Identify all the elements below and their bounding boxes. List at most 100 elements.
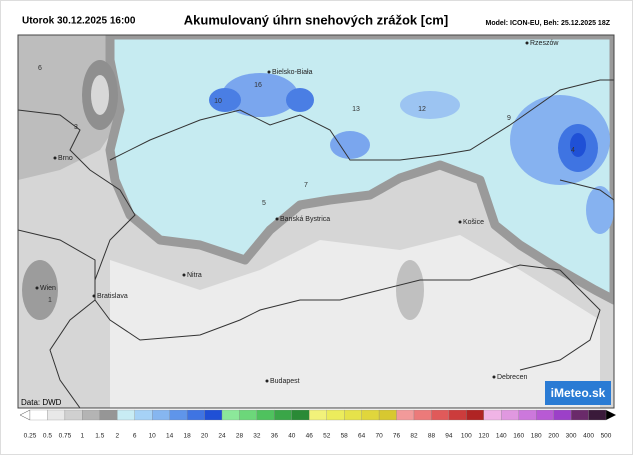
legend-swatch — [186, 409, 205, 421]
legend-label: 58 — [341, 433, 349, 440]
map-value: 13 — [352, 106, 360, 113]
legend-label: 500 — [601, 433, 612, 440]
legend-label: 120 — [478, 433, 489, 440]
legend-label: 64 — [358, 433, 366, 440]
map-value: 9 — [507, 115, 511, 122]
city-label: Debrecen — [497, 374, 527, 381]
legend-swatch — [483, 409, 502, 421]
logo-box — [545, 381, 611, 405]
legend-label: 0.5 — [43, 433, 52, 440]
legend-swatch — [82, 409, 100, 421]
snow-patch — [330, 131, 370, 159]
legend-label: 400 — [583, 433, 594, 440]
legend-label: 32 — [253, 433, 261, 440]
city-dot — [492, 375, 496, 379]
light-spot — [91, 75, 109, 115]
legend-label: 140 — [496, 433, 507, 440]
legend-swatch — [134, 409, 153, 421]
city-label: Brno — [58, 155, 73, 162]
legend-label: 88 — [428, 433, 436, 440]
model-label: Model: ICON-EU, Beh: 25.12.2025 18Z — [486, 20, 611, 27]
snow-patch — [570, 133, 586, 157]
city-dot — [458, 220, 462, 224]
legend-label: 0.75 — [59, 433, 72, 440]
legend-label: 20 — [201, 433, 209, 440]
map-border — [17, 34, 615, 409]
legend-label: 28 — [236, 433, 244, 440]
legend-label: 46 — [306, 433, 314, 440]
value-layer: 6 3 10 16 13 12 9 7 5 4 1 — [38, 65, 575, 304]
legend-swatch — [553, 409, 572, 421]
legend-label: 36 — [271, 433, 279, 440]
legend-swatch — [588, 409, 607, 421]
city-dot — [53, 156, 57, 160]
legend-label: 200 — [548, 433, 559, 440]
map-value: 16 — [254, 82, 262, 89]
city-label: Košice — [463, 219, 484, 226]
map-value: 10 — [214, 98, 222, 105]
legend-arrow-high — [606, 410, 616, 420]
legend-label: 160 — [513, 433, 524, 440]
legend-swatch — [378, 409, 397, 421]
snow-patch — [209, 88, 241, 112]
borders — [18, 79, 614, 408]
snow-patch — [400, 91, 460, 119]
legend-label: 94 — [445, 433, 453, 440]
legend-swatch — [396, 409, 415, 421]
legend-swatch — [117, 409, 135, 421]
city-label: Budapest — [270, 378, 300, 385]
legend-swatch — [274, 409, 292, 421]
dark-area — [22, 260, 58, 320]
map-title: Akumulovaný úhrn snehových zrážok [cm] — [184, 12, 448, 27]
legend-label: 6 — [133, 433, 137, 440]
time-label: Utorok 30.12.2025 16:00 — [22, 16, 136, 27]
city-layer: Rzeszów Bielsko-Biała Brno Banská Bystrica K… — [35, 40, 559, 385]
legend-label: 76 — [393, 433, 401, 440]
legend-swatch — [29, 409, 48, 421]
legend-label: 1 — [81, 433, 85, 440]
city-dot — [35, 286, 39, 290]
legend-swatch — [536, 409, 554, 421]
snow-patch — [222, 73, 298, 117]
legend-label: 14 — [166, 433, 174, 440]
legend-label: 82 — [410, 433, 418, 440]
map-value: 4 — [571, 147, 575, 154]
city-label: Bratislava — [97, 293, 128, 300]
legend-swatch — [47, 409, 66, 421]
legend-swatch — [309, 409, 327, 421]
legend-swatch — [501, 409, 519, 421]
source-label: Data: DWD — [21, 398, 62, 407]
city-dot — [525, 41, 529, 45]
legend-swatch — [570, 409, 589, 421]
map-value: 7 — [304, 182, 308, 189]
city-label: Wien — [40, 285, 56, 292]
legend-label: 300 — [566, 433, 577, 440]
legend-label: 0.25 — [24, 433, 37, 440]
city-dot — [182, 273, 186, 277]
legend-label: 52 — [323, 433, 331, 440]
legend-swatch — [239, 409, 258, 421]
dark-area — [396, 260, 424, 320]
city-dot — [265, 379, 269, 383]
city-label: Rzeszów — [530, 40, 559, 47]
legend-label: 24 — [218, 433, 226, 440]
legend-label: 10 — [149, 433, 157, 440]
city-dot — [275, 217, 279, 221]
city-label: Banská Bystrica — [280, 216, 330, 223]
legend-label: 40 — [288, 433, 296, 440]
legend-label: 100 — [461, 433, 472, 440]
legend-swatch — [518, 409, 537, 421]
legend-label: 180 — [531, 433, 542, 440]
legend-swatch — [466, 409, 484, 421]
legend-label: 2 — [115, 433, 119, 440]
legend-swatch — [413, 409, 432, 421]
city-label: Nitra — [187, 272, 202, 279]
legend: 0.25 0.5 0.75 1 1.5 2 6 10 14 18 20 24 28 32 36 40 46 52 5… — [19, 409, 616, 440]
map-value: 6 — [38, 65, 42, 72]
legend-swatch — [256, 409, 275, 421]
legend-label: 1.5 — [95, 433, 104, 440]
legend-swatch — [344, 409, 362, 421]
legend-swatch — [448, 409, 467, 421]
snow-patch — [286, 88, 314, 112]
